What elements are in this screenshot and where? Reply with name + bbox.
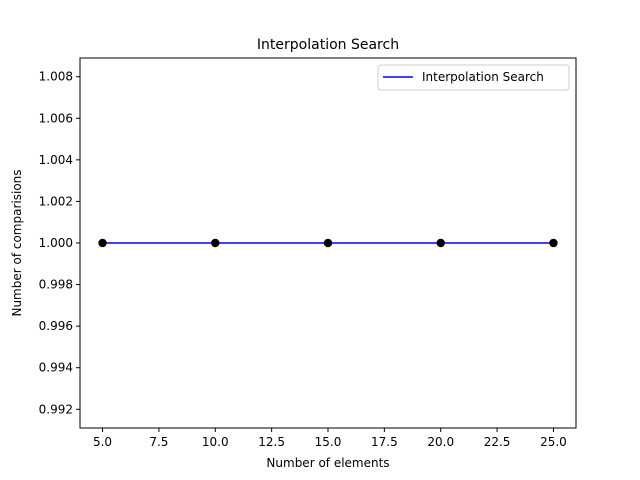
x-tick-label: 20.0 bbox=[427, 435, 454, 449]
chart-title: Interpolation Search bbox=[257, 37, 399, 53]
data-point bbox=[98, 238, 107, 248]
y-tick-label: 0.994 bbox=[39, 361, 73, 375]
legend-box bbox=[377, 64, 570, 91]
series-layer bbox=[98, 238, 558, 248]
y-tick-label: 1.004 bbox=[39, 153, 73, 167]
y-axis: 0.992 0.994 0.996 0.998 1.000 1.002 1.004 1.006… bbox=[39, 70, 80, 416]
x-tick-label: 15.0 bbox=[315, 435, 342, 449]
data-point bbox=[436, 238, 445, 248]
x-tick-label: 17.5 bbox=[371, 435, 398, 449]
x-axis: 5.0 7.5 10.0 12.5 15.0 17.5 20.0 22.5 25.0 bbox=[93, 428, 567, 449]
data-point bbox=[549, 238, 558, 248]
data-point bbox=[323, 238, 333, 248]
x-tick-label: 12.5 bbox=[258, 435, 285, 449]
plot-area: 5.0 7.5 10.0 12.5 15.0 17.5 20.0 22.5 25.0 0.992… bbox=[39, 57, 577, 449]
y-axis-label: Number of comparisions bbox=[10, 169, 24, 316]
y-tick-label: 0.998 bbox=[39, 278, 73, 292]
x-tick-label: 22.5 bbox=[484, 435, 511, 449]
x-tick-label: 10.0 bbox=[202, 435, 229, 449]
y-tick-label: 0.996 bbox=[39, 319, 73, 333]
x-tick-label: 25.0 bbox=[540, 435, 567, 449]
y-tick-label: 1.008 bbox=[39, 70, 73, 84]
legend-label: Interpolation Search bbox=[422, 70, 544, 84]
y-tick-label: 0.992 bbox=[39, 402, 73, 416]
y-tick-label: 1.006 bbox=[39, 111, 73, 125]
y-tick-label: 1.000 bbox=[39, 236, 73, 250]
data-point bbox=[211, 238, 220, 248]
x-tick-label: 7.5 bbox=[149, 435, 168, 449]
x-tick-label: 5.0 bbox=[93, 435, 112, 449]
x-axis-label: Number of elements bbox=[266, 456, 389, 470]
legend: Interpolation Search bbox=[377, 64, 570, 91]
y-tick-label: 1.002 bbox=[39, 194, 73, 208]
